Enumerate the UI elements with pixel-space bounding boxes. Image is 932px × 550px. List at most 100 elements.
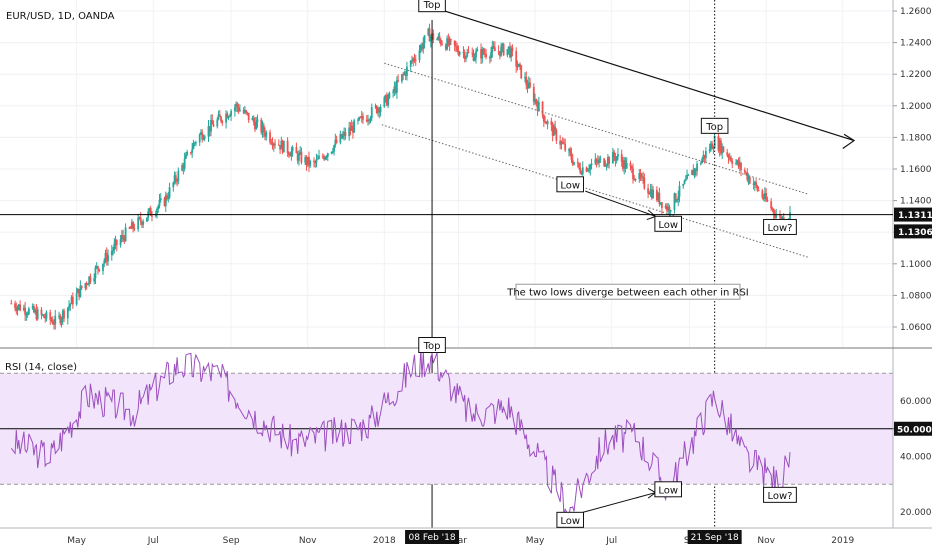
candle-body <box>27 308 30 315</box>
rsi-callout: Low <box>658 485 678 496</box>
candle-body <box>43 314 45 318</box>
candle-body <box>537 101 540 111</box>
candle-body <box>743 169 746 173</box>
candle-body <box>316 158 319 160</box>
candle-body <box>201 132 204 140</box>
candle-body <box>262 125 265 133</box>
candle-body <box>68 305 70 308</box>
candle-body <box>208 126 211 132</box>
candle-body <box>568 149 570 151</box>
candle-body <box>269 132 271 143</box>
candle-body <box>668 206 671 212</box>
candle-body <box>260 119 263 133</box>
candle-body <box>104 253 107 261</box>
rsi-callout-box <box>556 511 585 528</box>
candle-body <box>413 58 416 60</box>
candle-body <box>334 139 337 146</box>
candle-body <box>114 239 117 244</box>
candle-body <box>789 212 791 219</box>
candle-body <box>746 172 749 180</box>
candle-body <box>588 169 590 171</box>
candle-body <box>348 127 351 137</box>
candle-body <box>298 153 300 161</box>
candle-body <box>383 97 386 107</box>
candle-body <box>341 135 344 139</box>
candle-body <box>295 147 298 154</box>
candle-body <box>289 155 292 157</box>
candle-body <box>115 239 118 246</box>
candle-body <box>736 160 739 163</box>
candle-body <box>102 263 104 272</box>
candle-body <box>608 157 611 164</box>
candle-body <box>658 193 661 204</box>
candle-body <box>384 94 387 98</box>
candle-body <box>511 47 514 52</box>
candle-body <box>524 77 526 79</box>
candle-body <box>172 182 175 188</box>
candle-body <box>296 153 299 161</box>
candle-body <box>737 160 740 167</box>
candle-body <box>541 101 544 115</box>
candle-body <box>306 156 309 165</box>
candle-body <box>730 157 732 162</box>
candle-body <box>184 154 187 159</box>
candle-body <box>207 126 210 137</box>
candle-body <box>370 107 373 118</box>
time-marker-label: 21 Sep '18 <box>691 533 739 543</box>
candle-body <box>726 152 729 156</box>
candle-body <box>428 28 431 42</box>
candle-body <box>648 193 651 195</box>
candle-body <box>711 143 714 150</box>
candle-body <box>318 156 320 159</box>
candle-body <box>713 136 716 149</box>
candle-body <box>455 45 457 47</box>
candle-body <box>510 47 513 58</box>
candle-body <box>40 309 43 315</box>
candle-body <box>349 127 352 131</box>
candle-body <box>159 198 162 200</box>
candle-body <box>546 121 549 125</box>
candle-body <box>85 283 88 285</box>
candle-body <box>674 193 677 202</box>
candle-body <box>375 105 378 113</box>
candle-body <box>605 164 608 166</box>
candle-body <box>613 152 616 158</box>
price-tick-label: 1.10000 <box>900 260 932 270</box>
candle-body <box>467 52 470 54</box>
candle-body <box>176 180 178 182</box>
candle-body <box>22 307 25 311</box>
candle-body <box>436 39 438 41</box>
candle-body <box>230 110 232 116</box>
candle-body <box>110 251 113 256</box>
candle-body <box>164 195 167 206</box>
candle-body <box>761 190 764 198</box>
candle-body <box>488 57 491 59</box>
rsi-callout-box <box>763 486 797 503</box>
candle-body <box>570 152 573 160</box>
candle-body <box>599 158 602 160</box>
candle-body <box>615 156 618 161</box>
candle-body <box>647 188 649 194</box>
candle-body <box>181 165 184 171</box>
candle-body <box>409 60 412 67</box>
candle-body <box>667 206 670 211</box>
candle-body <box>141 221 143 225</box>
candle-body <box>411 60 413 62</box>
candle-body <box>509 46 511 58</box>
candle-body <box>225 113 227 123</box>
candle-body <box>190 151 192 153</box>
candle-body <box>594 159 597 164</box>
price-tick-label: 1.08000 <box>900 291 932 301</box>
candle-body <box>638 173 641 179</box>
candle-body <box>251 118 254 121</box>
candle-body <box>632 168 634 180</box>
candle-body <box>422 43 425 50</box>
candle-body <box>517 63 520 67</box>
candle-body <box>202 138 205 140</box>
time-tick-label: 2019 <box>831 536 854 546</box>
candle-body <box>456 46 459 51</box>
price-axis-badge <box>894 224 932 239</box>
candle-body <box>340 134 343 139</box>
candle-body <box>622 161 624 169</box>
